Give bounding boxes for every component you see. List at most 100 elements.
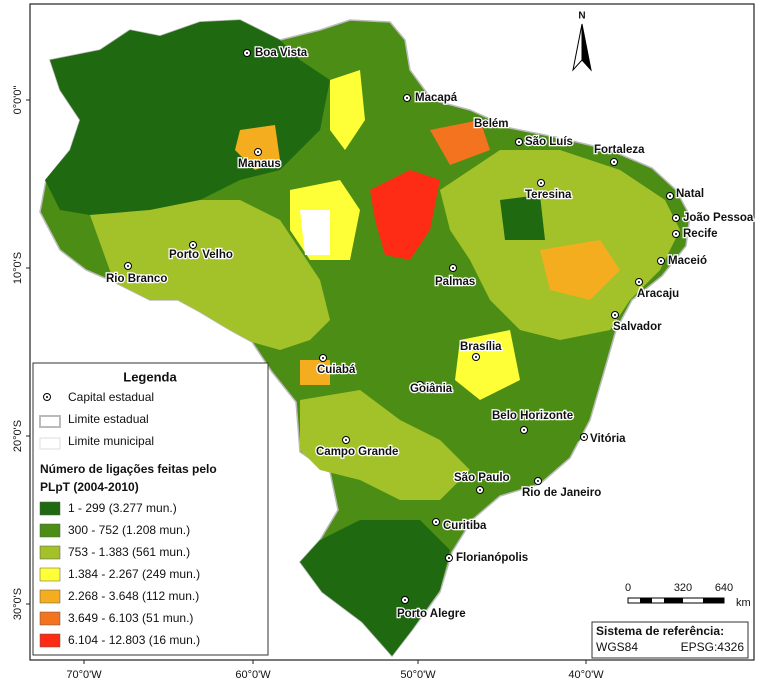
capital-dot bbox=[669, 195, 671, 197]
lat-label: 20°0'S bbox=[12, 420, 24, 452]
capital-dot bbox=[523, 429, 525, 431]
city-label: Rio Branco bbox=[106, 273, 167, 285]
capital-dot bbox=[435, 521, 437, 523]
capital-dot bbox=[322, 357, 324, 359]
region-patch bbox=[300, 210, 330, 255]
legend-capital-dot bbox=[46, 396, 48, 398]
capital-dot bbox=[127, 265, 129, 267]
capital-dot bbox=[540, 182, 542, 184]
city-label: Boa Vista bbox=[255, 47, 308, 59]
city-label: Natal bbox=[676, 188, 704, 200]
class-title: Número de ligações feitas pelo bbox=[40, 462, 217, 476]
lat-label: 10°0'S bbox=[12, 252, 24, 284]
region-patch bbox=[330, 70, 365, 150]
legend-class-label: 2.268 - 3.648 (112 mun.) bbox=[68, 589, 199, 603]
legend-class-label: 300 - 752 (1.208 mun.) bbox=[68, 523, 190, 537]
city-label: Maceió bbox=[668, 255, 707, 267]
capital-dot bbox=[638, 281, 640, 283]
capital-dot bbox=[477, 123, 479, 125]
reference-epsg: EPSG:4326 bbox=[681, 640, 745, 654]
region-patch bbox=[90, 200, 330, 350]
capital-dot bbox=[518, 141, 520, 143]
legend-swatch bbox=[39, 545, 61, 560]
capital-dot bbox=[404, 599, 406, 601]
region-patch bbox=[235, 125, 280, 170]
legend-class-label: 6.104 - 12.803 (16 mun.) bbox=[68, 633, 200, 647]
class-title: PLpT (2004-2010) bbox=[40, 480, 139, 494]
capital-dot bbox=[475, 356, 477, 358]
region-patch bbox=[440, 150, 680, 340]
region-patch bbox=[455, 330, 520, 400]
north-label: N bbox=[578, 11, 585, 22]
legend-municipal-symbol bbox=[39, 437, 61, 450]
city-label: Florianópolis bbox=[456, 552, 528, 564]
capital-dot bbox=[675, 217, 677, 219]
lon-label: 50°0'W bbox=[400, 669, 436, 681]
city-label: Porto Alegre bbox=[397, 608, 466, 620]
city-label: Vitória bbox=[590, 433, 626, 445]
legend-class-label: 753 - 1.383 (561 mun.) bbox=[68, 545, 190, 559]
scale-bar-seg bbox=[703, 598, 724, 603]
capital-dot bbox=[675, 233, 677, 235]
capital-dot bbox=[192, 244, 194, 246]
capital-dot bbox=[448, 557, 450, 559]
scale-label: km bbox=[736, 597, 751, 609]
legend: Legenda Número de ligações feitas pelo P… bbox=[32, 362, 269, 656]
capital-dot bbox=[479, 489, 481, 491]
city-label: Palmas bbox=[435, 276, 475, 288]
scale-label: 640 bbox=[715, 582, 733, 594]
legend-item: Limite municipal bbox=[68, 434, 154, 448]
capital-dot bbox=[246, 52, 248, 54]
land bbox=[39, 19, 691, 658]
legend-class-label: 3.649 - 6.103 (51 mun.) bbox=[68, 611, 193, 625]
legend-class-label: 1 - 299 (3.277 mun.) bbox=[68, 501, 177, 515]
legend-swatch bbox=[39, 523, 61, 538]
city-label: Salvador bbox=[613, 321, 662, 333]
capital-dot bbox=[406, 97, 408, 99]
lon-label: 60°0'W bbox=[235, 669, 271, 681]
region-patch bbox=[300, 390, 470, 500]
capital-dot bbox=[583, 436, 585, 438]
scale-box: Sistema de referência: WGS84 EPSG:4326 bbox=[591, 597, 749, 659]
scale-label: 0 bbox=[625, 582, 631, 594]
city-label: Aracaju bbox=[637, 288, 679, 300]
city-label: Recife bbox=[683, 228, 718, 240]
legend-swatch bbox=[39, 589, 61, 604]
capital-dot bbox=[613, 161, 615, 163]
capital-dot bbox=[419, 384, 421, 386]
capital-dot bbox=[537, 480, 539, 482]
legend-item: Limite estadual bbox=[68, 412, 149, 426]
lat-label: 30°0'S bbox=[12, 588, 24, 620]
lon-label: 70°0'W bbox=[66, 669, 102, 681]
city-label: Belo Horizonte bbox=[492, 410, 573, 422]
city-label: Campo Grande bbox=[316, 446, 398, 458]
city-label: Rio de Janeiro bbox=[522, 487, 601, 499]
city-label: Macapá bbox=[415, 92, 458, 104]
scale-bar-seg bbox=[640, 598, 652, 603]
region-patch bbox=[500, 195, 545, 240]
city-label: Brasília bbox=[460, 341, 502, 353]
scale-label: 320 bbox=[674, 582, 692, 594]
scale-bar-seg bbox=[664, 598, 683, 603]
city-label: Cuiabá bbox=[317, 364, 356, 376]
north-arrow-half bbox=[581, 23, 592, 72]
city-label: Porto Velho bbox=[169, 249, 233, 261]
city-label: Curitiba bbox=[443, 520, 487, 532]
city-label: São Luís bbox=[525, 136, 573, 148]
legend-state-symbol bbox=[39, 415, 61, 428]
city-label: Belém bbox=[474, 118, 509, 130]
region-patch bbox=[430, 120, 490, 165]
city-label: Goiânia bbox=[410, 383, 453, 395]
legend-item: Capital estadual bbox=[68, 390, 154, 404]
legend-box bbox=[32, 362, 269, 656]
north-arrow: N bbox=[572, 11, 592, 72]
reference-box bbox=[591, 621, 749, 659]
city-label: Teresina bbox=[525, 189, 572, 201]
legend-class-label: 1.384 - 2.267 (249 mun.) bbox=[68, 567, 200, 581]
legend-title: Legenda bbox=[123, 369, 177, 384]
region-patch bbox=[300, 360, 330, 385]
region-patch bbox=[300, 520, 450, 656]
reference-datum: WGS84 bbox=[596, 640, 638, 654]
